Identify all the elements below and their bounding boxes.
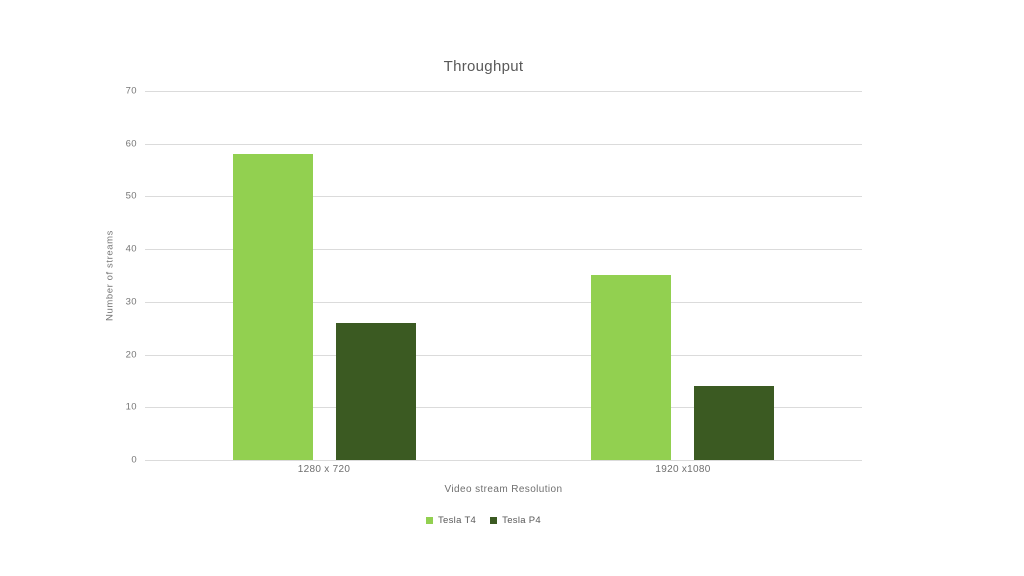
- legend-item-tesla-t4: Tesla T4: [426, 515, 476, 526]
- y-tick-label-60: 60: [125, 138, 137, 150]
- bar-tesla-t4-1280x720: [233, 154, 313, 460]
- bar-tesla-p4-1280x720: [336, 323, 416, 460]
- gridline-30: [145, 302, 862, 303]
- gridline-0: [145, 460, 862, 461]
- legend-item-tesla-p4: Tesla P4: [490, 515, 541, 526]
- y-tick-label-30: 30: [125, 296, 137, 308]
- x-axis-title: Video stream Resolution: [444, 484, 563, 495]
- x-tick-label-0: 1280 x 720: [297, 464, 351, 475]
- x-axis-ticks: 1280 x 720 1920 x1080: [145, 464, 862, 478]
- y-tick-label-70: 70: [125, 85, 137, 97]
- gridline-70: [145, 91, 862, 92]
- chart-title: Throughput: [443, 58, 524, 75]
- y-tick-label-10: 10: [125, 401, 137, 413]
- plot-area: [145, 91, 862, 461]
- bar-tesla-t4-1920x1080: [591, 275, 671, 460]
- gridline-60: [145, 144, 862, 145]
- y-tick-label-20: 20: [125, 349, 137, 361]
- legend-label: Tesla T4: [438, 514, 477, 526]
- x-tick-label-1: 1920 x1080: [655, 464, 711, 475]
- legend-swatch-icon: [426, 516, 433, 524]
- legend-swatch-icon: [490, 516, 498, 524]
- gridline-40: [145, 249, 862, 250]
- y-tick-label-0: 0: [131, 454, 137, 466]
- bar-tesla-p4-1920x1080: [694, 386, 774, 460]
- y-tick-label-40: 40: [125, 243, 137, 255]
- y-tick-label-50: 50: [125, 190, 137, 202]
- y-axis-ticks: 0 10 20 30 40 50 60 70: [100, 86, 137, 466]
- legend: Tesla T4 Tesla P4: [125, 512, 842, 528]
- legend-label: Tesla P4: [502, 514, 541, 526]
- gridline-10: [145, 407, 862, 408]
- gridline-50: [145, 196, 862, 197]
- gridline-20: [145, 355, 862, 356]
